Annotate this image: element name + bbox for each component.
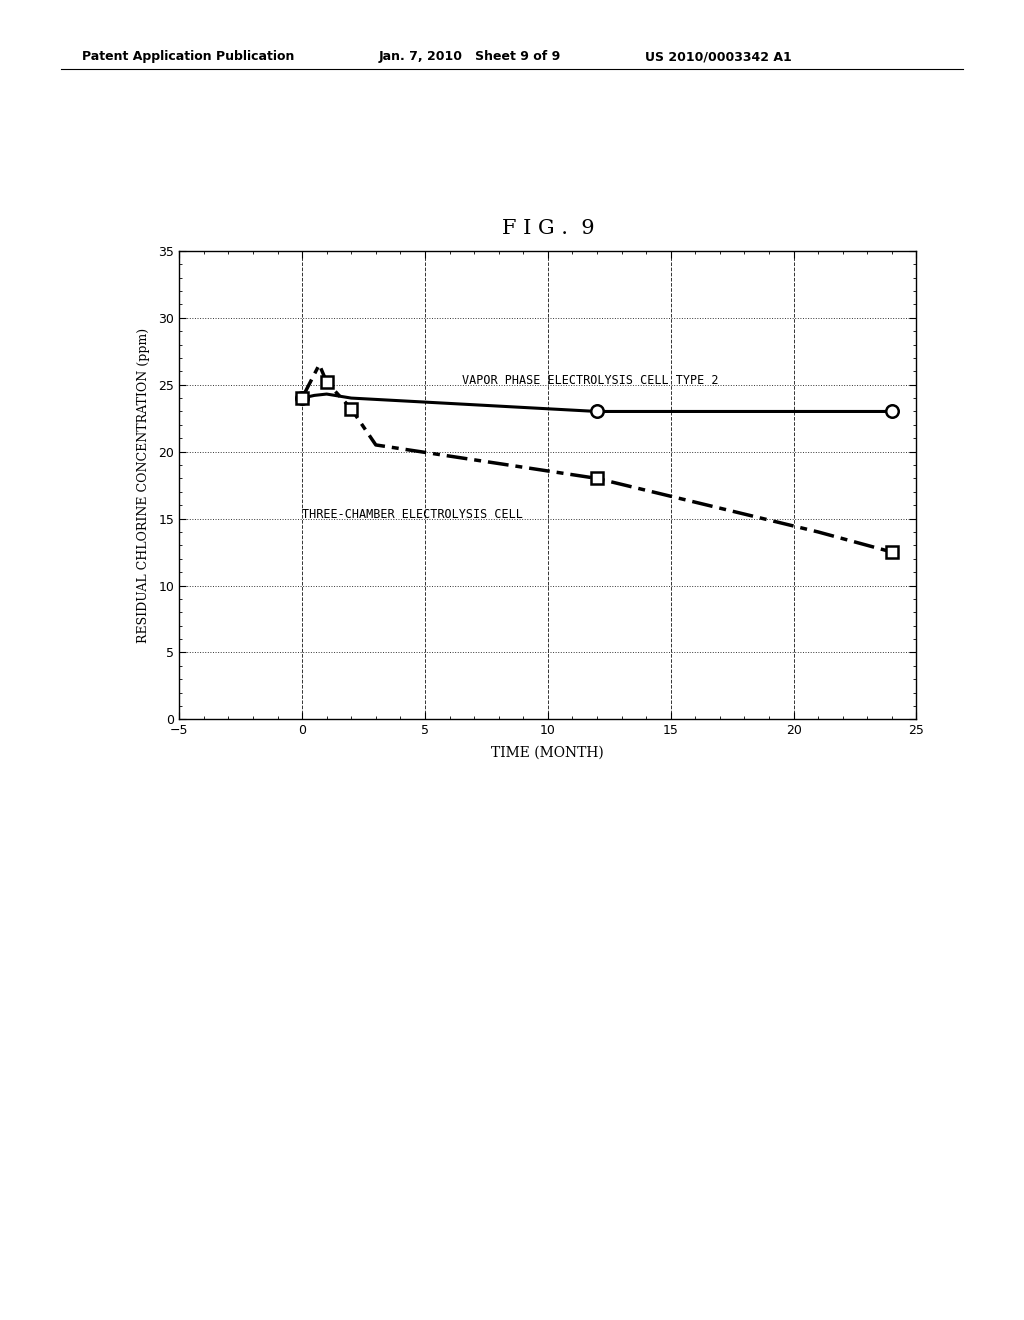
X-axis label: TIME (MONTH): TIME (MONTH) [492,746,604,759]
Text: Jan. 7, 2010   Sheet 9 of 9: Jan. 7, 2010 Sheet 9 of 9 [379,50,561,63]
Text: US 2010/0003342 A1: US 2010/0003342 A1 [645,50,792,63]
Text: VAPOR PHASE ELECTROLYSIS CELL TYPE 2: VAPOR PHASE ELECTROLYSIS CELL TYPE 2 [462,374,718,387]
Text: THREE-CHAMBER ELECTROLYSIS CELL: THREE-CHAMBER ELECTROLYSIS CELL [302,508,523,521]
Y-axis label: RESIDUAL CHLORINE CONCENTRATION (ppm): RESIDUAL CHLORINE CONCENTRATION (ppm) [137,327,151,643]
Title: F I G .  9: F I G . 9 [502,219,594,238]
Text: Patent Application Publication: Patent Application Publication [82,50,294,63]
